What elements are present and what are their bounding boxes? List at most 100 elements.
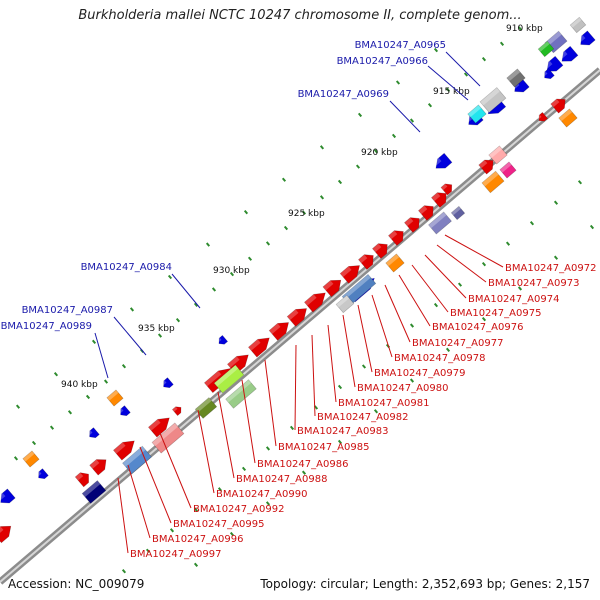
gene-feature [431, 192, 447, 208]
gene-feature [0, 488, 16, 504]
gene-feature [122, 445, 152, 475]
leader-line [127, 464, 151, 539]
gene-feature [117, 405, 131, 417]
ruler-dot [211, 287, 217, 292]
ruler-dot [265, 501, 271, 506]
gene-label[interactable]: BMA10247_A0973 [488, 278, 579, 289]
ruler-dot [217, 487, 223, 492]
gene-label[interactable]: BMA10247_A0969 [298, 89, 389, 100]
gene-label[interactable]: BMA10247_A0978 [394, 353, 485, 364]
gene-label[interactable]: BMA10247_A0995 [173, 519, 264, 530]
leader-line [384, 284, 411, 343]
tick-label: 920 kbp [361, 148, 398, 158]
tick-label: 935 kbp [138, 324, 175, 334]
leader-line [444, 234, 504, 268]
gene-label[interactable]: BMA10247_A0990 [216, 489, 307, 500]
ruler-dot [481, 316, 487, 322]
gene-label[interactable]: BMA10247_A0985 [278, 442, 369, 453]
ruler-dot [167, 274, 173, 280]
ruler-dot [409, 378, 415, 383]
ruler-dot [361, 364, 367, 369]
ruler-dot [205, 242, 211, 247]
ruler-dot [241, 466, 247, 472]
gene-label[interactable]: BMA10247_A0989 [1, 321, 92, 332]
leader-line [94, 332, 109, 379]
ruler-dot [445, 87, 451, 93]
ruler-dot [283, 225, 289, 231]
gene-label[interactable]: BMA10247_A0984 [81, 262, 172, 273]
ruler-dot [193, 507, 199, 512]
gene-label[interactable]: BMA10247_A0992 [193, 504, 284, 515]
ruler-dot [145, 548, 151, 553]
gene-label[interactable]: BMA10247_A0972 [505, 263, 596, 274]
gene-label[interactable]: BMA10247_A0975 [450, 308, 541, 319]
ruler-dot [175, 317, 181, 323]
leader-line [357, 304, 373, 373]
label-leader-lines [94, 51, 504, 554]
gene-label[interactable]: BMA10247_A0977 [412, 338, 503, 349]
leader-line [264, 359, 277, 447]
gene-label[interactable]: BMA10247_A0986 [257, 459, 348, 470]
gene-feature [147, 417, 170, 438]
tick-labels: 910 kbp 915 kbp 920 kbp 925 kbp 930 kbp 935 k… [61, 24, 543, 390]
leader-line [311, 334, 316, 417]
tick-label: 910 kbp [506, 24, 543, 34]
ruler-dot [67, 410, 73, 415]
ruler-dot [85, 394, 91, 400]
gene-label[interactable]: BMA10247_A0982 [317, 412, 408, 423]
ruler-dot [319, 145, 325, 150]
ruler-dot [481, 261, 487, 267]
ruler-dot [265, 446, 271, 451]
gene-feature [151, 422, 185, 454]
gene-feature [488, 145, 508, 165]
gene-label[interactable]: BMA10247_A0981 [338, 398, 429, 409]
gene-labels: BMA10247_A0965 BMA10247_A0966 BMA10247_A09… [1, 40, 597, 560]
ruler-dot [517, 26, 523, 31]
gene-feature [506, 68, 526, 88]
gene-label[interactable]: BMA10247_A0997 [130, 549, 221, 560]
leader-line [139, 446, 172, 524]
gene-feature [112, 440, 135, 461]
ruler-dot [15, 404, 21, 409]
gene-feature [106, 389, 124, 407]
ruler-dot [129, 307, 135, 312]
ruler-dot [481, 56, 487, 62]
ruler-dot [589, 224, 595, 230]
gene-label[interactable]: BMA10247_A0983 [297, 426, 388, 437]
ruler-dot [301, 210, 307, 215]
gene-label[interactable]: BMA10247_A0980 [357, 383, 448, 394]
gene-label[interactable]: BMA10247_A0988 [236, 474, 327, 485]
gene-label[interactable]: BMA10247_A0965 [355, 40, 446, 51]
ruler-dot [517, 286, 523, 291]
gene-feature [216, 334, 229, 345]
gene-feature [428, 211, 452, 235]
gene-feature [35, 468, 49, 480]
ruler-dot [31, 440, 37, 446]
gene-label[interactable]: BMA10247_A0979 [374, 368, 465, 379]
ruler-dot [433, 302, 439, 308]
ruler-dot [553, 200, 559, 205]
gene-feature [0, 525, 12, 544]
leader-line [171, 273, 201, 309]
gene-feature [499, 161, 517, 179]
ruler-dot [433, 47, 439, 53]
gene-feature [322, 279, 342, 298]
gene-feature [286, 308, 307, 327]
ruler-dot [121, 569, 127, 574]
gene-label[interactable]: BMA10247_A0966 [337, 56, 428, 67]
gene-feature [247, 337, 270, 358]
ruler-dot [193, 302, 199, 307]
gene-label[interactable]: BMA10247_A0976 [432, 322, 523, 333]
gene-feature [339, 265, 360, 284]
gene-feature [550, 98, 566, 114]
gene-label[interactable]: BMA10247_A0974 [468, 294, 559, 305]
leader-line [241, 379, 256, 464]
leader-line [159, 432, 192, 509]
ruler-dots [0, 26, 595, 574]
gene-label[interactable]: BMA10247_A0996 [152, 534, 243, 545]
gene-label[interactable]: BMA10247_A0987 [22, 305, 113, 316]
ruler-dot [243, 209, 249, 215]
ruler-dot [391, 133, 397, 139]
gene-feature [467, 104, 487, 124]
gene-features [0, 16, 596, 544]
